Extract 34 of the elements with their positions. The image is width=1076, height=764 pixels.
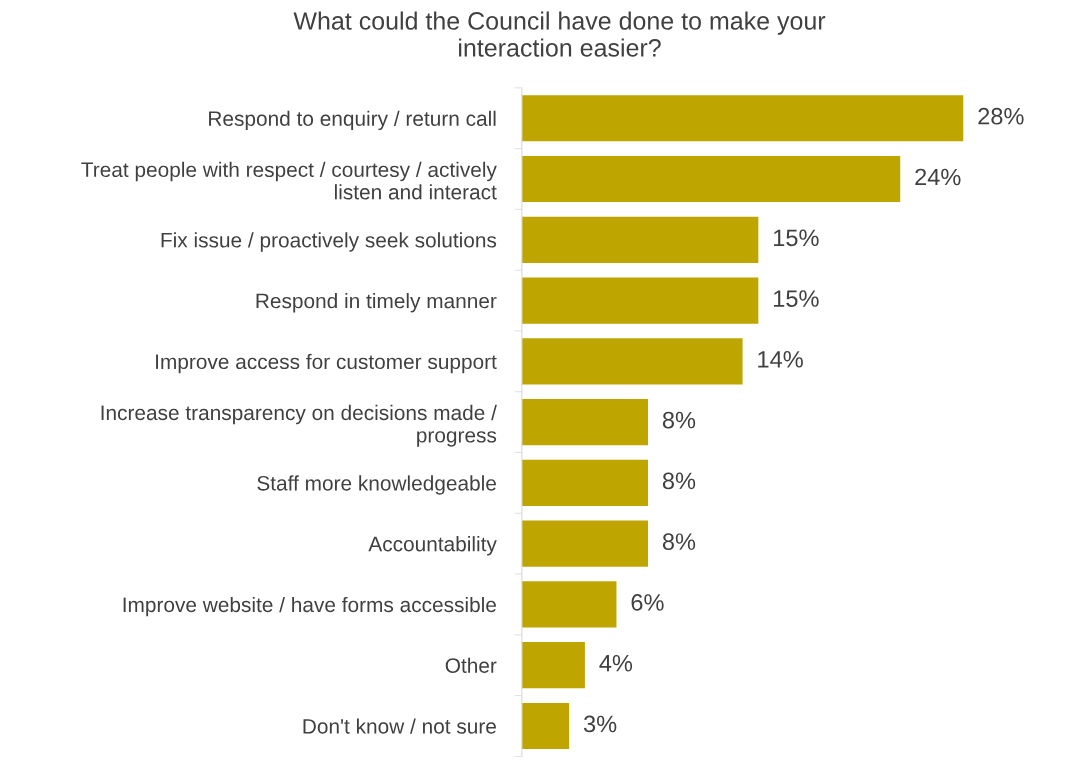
data-label: 8%	[662, 533, 696, 550]
bar	[521, 581, 617, 628]
bar	[521, 520, 648, 567]
data-label: 4%	[599, 654, 633, 672]
data-label: 8%	[662, 411, 696, 429]
bar	[521, 642, 585, 689]
chart-title: What could the Council have done to make your interaction easier?	[293, 11, 826, 57]
bar	[521, 95, 964, 142]
y-tick-label: Improve website / have forms accessible	[123, 596, 496, 617]
bar	[521, 216, 759, 263]
y-tick-label: Other	[445, 657, 497, 673]
bar	[521, 399, 648, 446]
bar	[521, 155, 901, 203]
y-tick-label: Staff more knowledgeable	[257, 475, 496, 495]
data-label: 14%	[758, 351, 803, 368]
y-tick-label: Improve access for customer support	[156, 353, 497, 374]
bar	[521, 459, 648, 506]
data-label: 15%	[774, 290, 819, 307]
y-tick-label: Don't know / not sure	[303, 718, 496, 734]
bar	[521, 277, 759, 324]
data-label: 15%	[774, 229, 819, 247]
y-tick-label: Increase transparency on decisions made / progress	[101, 404, 497, 447]
y-tick-label: Treat people with respect / courtesy / actively listen and interact	[81, 161, 497, 200]
data-label: 28%	[978, 107, 1024, 125]
data-label: 8%	[662, 472, 696, 490]
bar	[521, 338, 743, 385]
y-tick-label: Accountability	[368, 536, 497, 556]
data-label: 24%	[915, 168, 961, 186]
y-tick-label: Respond in timely manner	[256, 293, 497, 313]
data-label: 6%	[631, 594, 664, 611]
y-tick-label: Respond to enquiry / return call	[209, 110, 496, 131]
bar	[521, 702, 570, 750]
data-label: 3%	[583, 715, 617, 733]
y-tick-label: Fix issue / proactively seek solutions	[161, 232, 497, 252]
